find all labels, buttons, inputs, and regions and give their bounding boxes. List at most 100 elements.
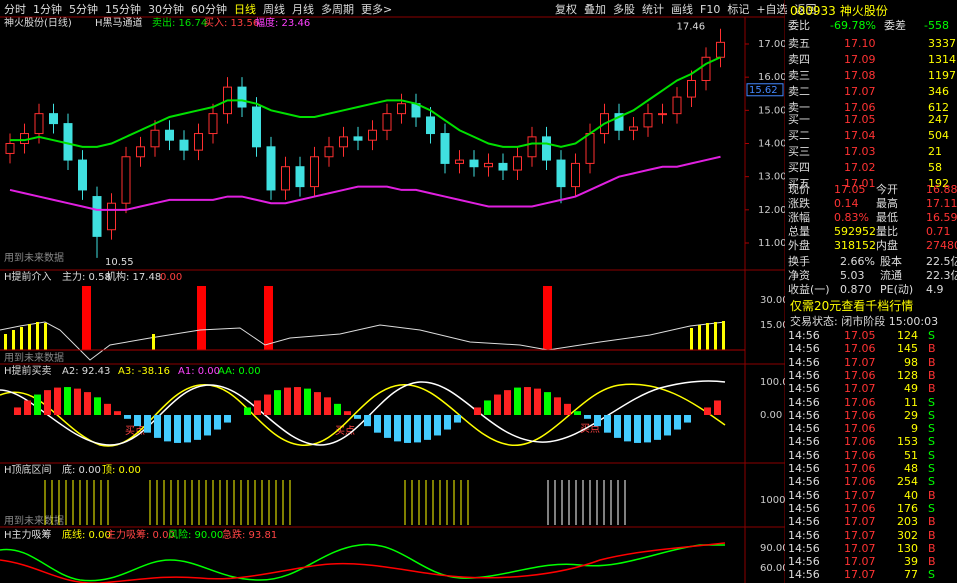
chart-title: 神火股份(日线) [4, 16, 72, 29]
tick-cell: B [928, 488, 936, 502]
quote-cell: 274800 [926, 239, 957, 252]
panel-bar [314, 392, 321, 415]
tool-button[interactable]: 画线 [671, 3, 693, 16]
candle-body [527, 136, 537, 158]
panel-bar [34, 394, 41, 415]
tick-row: 14:56 17.06 176 S [788, 502, 957, 515]
quote-row: 换手 2.66% 股本 22.5亿 [788, 254, 957, 270]
candle-body [165, 129, 174, 141]
tool-button[interactable]: 复权 [555, 3, 577, 16]
quote-cell: 卖四 [788, 53, 810, 66]
panel-bar [174, 415, 181, 443]
period-button[interactable]: 日线 [234, 3, 256, 16]
candle-body [556, 159, 566, 188]
panel-bar [444, 415, 451, 430]
quote-cell: 总量 [788, 225, 810, 238]
period-button[interactable]: 15分钟 [105, 3, 141, 16]
tool-button[interactable]: 标记 [727, 3, 750, 16]
candle-body [34, 113, 44, 135]
period-button[interactable]: 更多> [361, 3, 393, 16]
panel-bar [324, 397, 331, 415]
tick-cell: 145 [897, 342, 918, 356]
tick-cell: 17.07 [844, 528, 876, 542]
quote-cell: 17.05 [834, 183, 866, 196]
tick-cell: S [928, 408, 935, 422]
quote-cell: 17.08 [844, 69, 876, 82]
panel-bar [664, 415, 671, 436]
tool-button[interactable]: +自选 [756, 3, 788, 16]
candle-body [78, 159, 87, 191]
tool-button[interactable]: 多股 [613, 3, 635, 16]
tick-cell: 128 [897, 368, 918, 382]
tick-cell: B [928, 528, 936, 542]
panel-bar [524, 387, 531, 415]
candle-body [571, 162, 580, 188]
tick-row: 14:56 17.06 254 S [788, 475, 957, 488]
candle-body [92, 196, 102, 237]
period-button[interactable]: 周线 [263, 3, 285, 16]
note: 用到未来数据 [4, 351, 64, 364]
panel-bar [24, 400, 31, 415]
period-button[interactable]: 分时 [4, 3, 26, 16]
tick-cell: 14:56 [788, 555, 820, 569]
tick-cell: 14:56 [788, 368, 820, 382]
period-button[interactable]: 多周期 [321, 3, 354, 16]
quote-cell: 3337 [928, 37, 956, 50]
y-tick-label: 17.00 [758, 39, 785, 50]
quote-cell: 4.9 [926, 283, 944, 296]
panel-bar [124, 415, 131, 419]
period-button[interactable]: 1分钟 [33, 3, 62, 16]
quote-cell: 17.04 [844, 129, 876, 142]
price-tag [746, 83, 784, 97]
quote-cell: 16.59 [926, 211, 957, 224]
tool-button[interactable]: 统计 [642, 3, 664, 16]
quote-cell: 0.14 [834, 197, 859, 210]
tick-cell: 17.06 [844, 395, 876, 409]
quote-cell: PE(动) [880, 283, 914, 296]
period-button[interactable]: 60分钟 [191, 3, 227, 16]
period-button[interactable]: 月线 [292, 3, 314, 16]
tool-button[interactable]: F10 [700, 3, 721, 16]
tick-row: 14:56 17.06 9 S [788, 422, 957, 435]
channel-line [10, 56, 721, 148]
quote-cell: 流通 [880, 269, 902, 282]
panel-bar [254, 400, 261, 415]
tick-row: 14:56 17.07 302 B [788, 529, 957, 542]
tick-cell: S [928, 422, 935, 436]
tick-cell: 17.06 [844, 448, 876, 462]
tick-cell: 17.05 [844, 329, 876, 342]
indicator-value: 卖出: 16.74 [152, 16, 207, 29]
candle-body [469, 159, 479, 168]
period-button[interactable]: 30分钟 [148, 3, 184, 16]
panel-bar [154, 415, 161, 438]
panel-bar [654, 415, 661, 440]
tick-cell: B [928, 355, 936, 369]
panel-value: A1: 0.00 [178, 366, 220, 377]
panel-bar [484, 400, 491, 415]
tick-cell: 49 [904, 382, 918, 396]
panel-bar [634, 415, 641, 443]
stock-code: 000933 [790, 4, 836, 18]
tool-button[interactable]: 叠加 [584, 3, 606, 16]
candle-body [716, 41, 725, 58]
quote-cell: 买三 [788, 145, 810, 158]
quote-cell: 2.66% [840, 255, 875, 268]
y-tick-label: 15.00 [758, 105, 785, 116]
period-button[interactable]: 5分钟 [69, 3, 98, 16]
panel-bar [454, 415, 461, 423]
candle-body [136, 146, 145, 158]
quote-row: 收益(一) 0.870 PE(动) 4.9 [788, 282, 957, 298]
candle-body [397, 103, 406, 115]
tick-cell: S [928, 475, 935, 489]
tick-cell: 98 [904, 355, 918, 369]
panel-bar [374, 415, 381, 433]
quote-cell: 委比 [788, 19, 810, 32]
price-tag-label: 15.62 [749, 85, 778, 96]
panel-bar [224, 415, 231, 423]
tick-cell: 14:56 [788, 408, 820, 422]
panel-bar [394, 415, 401, 442]
tick-cell: 17.06 [844, 501, 876, 515]
panel-bar [44, 390, 51, 415]
tool-button[interactable]: 返回 [794, 3, 817, 16]
tick-cell: 17.06 [844, 342, 876, 356]
